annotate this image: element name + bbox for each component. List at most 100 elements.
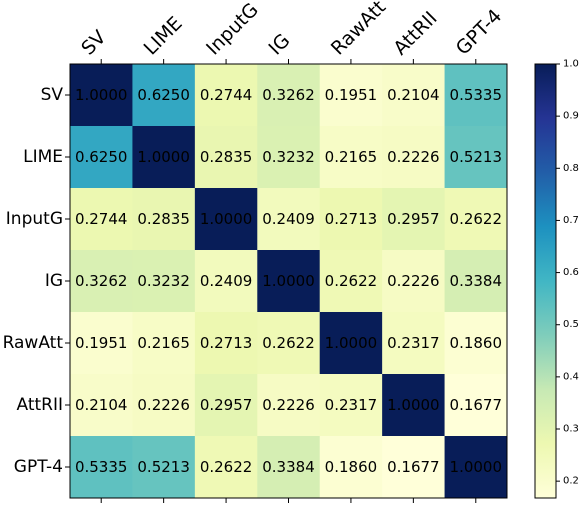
cell-value-label: 0.2226 [137,396,190,414]
y-tick-label: SV [41,85,64,105]
heatmap-cell [319,64,383,127]
cell-value-label: 0.2713 [325,210,378,228]
heatmap-cell [257,250,321,313]
cell-value-label: 0.1677 [450,396,503,414]
colorbar-tick-label: 0.7 [563,215,579,226]
cell-value-label: 0.3232 [137,272,190,290]
heatmap-cell [444,64,508,127]
colorbar-gradient [534,63,557,499]
heatmap-cell [257,64,321,127]
x-tick-label: GPT-4 [452,5,506,59]
heatmap-cell [132,188,196,251]
heatmap-cell [257,126,321,189]
heatmap-cell [70,374,133,437]
colorbar-tick-label: 0.8 [563,163,579,174]
y-tick-label: RawAtt [3,333,64,353]
y-tick-label: GPT-4 [14,457,63,477]
cell-value-label: 0.2165 [325,148,378,166]
cell-value-label: 0.2409 [200,272,253,290]
heatmap-cell [257,188,321,251]
colorbar: 0.2 0.3 0.4 0.5 0.6 0.7 0.8 0.9 1.0 [534,59,579,499]
heatmap-cell [132,312,196,375]
colorbar-tick-label: 0.9 [563,111,579,122]
cell-value-label: 0.2957 [200,396,253,414]
colorbar-tick-label: 0.2 [563,476,579,487]
x-tick-label: InputG [202,0,263,60]
heatmap-cell [194,312,258,375]
cell-value-label: 0.5213 [137,458,190,476]
cell-value-label: 1.0000 [450,458,503,476]
heatmap-cell [70,312,133,375]
y-tick-label: IG [45,271,63,291]
colorbar-tick-label: 0.6 [563,267,579,278]
cell-value-label: 0.1951 [325,86,378,104]
heatmap-cell [382,64,446,127]
cell-value-label: 0.2622 [450,210,503,228]
heatmap-cell [194,374,258,437]
x-tick-label: AttRII [389,7,441,59]
heatmap-cell [382,126,446,189]
heatmap-cell [444,374,508,437]
heatmap-cell [319,126,383,189]
heatmap-cell [194,64,258,127]
cell-value-label: 0.2317 [325,396,378,414]
cell-value-label: 0.2104 [387,86,440,104]
cell-value-label: 0.2165 [137,334,190,352]
y-tick-label: InputG [6,209,63,229]
cell-value-label: 0.6250 [75,148,128,166]
cell-value-label: 0.2317 [387,334,440,352]
heatmap-cells: 1.0000 0.6250 0.2744 0.3262 0.1951 0.2104 0.53… [70,64,508,499]
heatmap-cell [319,374,383,437]
heatmap-cell [444,188,508,251]
cell-value-label: 0.5335 [75,458,128,476]
cell-value-label: 0.2226 [262,396,315,414]
cell-value-label: 0.2835 [137,210,190,228]
cell-value-label: 0.2957 [387,210,440,228]
cell-value-label: 0.2622 [325,272,378,290]
heatmap-cell [132,436,196,499]
heatmap-cell [382,250,446,313]
cell-value-label: 1.0000 [262,272,315,290]
colorbar-tick-label: 0.4 [563,371,579,382]
cell-value-label: 0.2226 [387,148,440,166]
heatmap-cell [382,436,446,499]
heatmap-cell [319,436,383,499]
heatmap-cell [382,188,446,251]
cell-value-label: 0.3384 [450,272,503,290]
heatmap-cell [70,64,133,127]
cell-value-label: 0.1860 [325,458,378,476]
heatmap-cell [70,436,133,499]
heatmap-cell [319,188,383,251]
heatmap-cell [319,250,383,313]
cell-value-label: 0.1677 [387,458,440,476]
heatmap-cell [70,188,133,251]
x-tick-label: RawAtt [327,0,390,60]
cell-value-label: 0.2226 [387,272,440,290]
heatmap-cell [319,312,383,375]
colorbar-tick-label: 1.0 [563,59,579,70]
cell-value-label: 1.0000 [75,86,128,104]
heatmap-cell [257,312,321,375]
cell-value-label: 0.3262 [262,86,315,104]
cell-value-label: 0.1951 [75,334,128,352]
cell-value-label: 0.1860 [450,334,503,352]
heatmap-cell [444,312,508,375]
cell-value-label: 0.2104 [75,396,128,414]
cell-value-label: 0.2713 [200,334,253,352]
cell-value-label: 1.0000 [200,210,253,228]
cell-value-label: 0.2622 [200,458,253,476]
y-tick-label: AttRII [16,395,63,415]
cell-value-label: 0.2622 [262,334,315,352]
heatmap-cell [382,374,446,437]
colorbar-tick-label: 0.3 [563,424,579,435]
heatmap-cell [444,250,508,313]
cell-value-label: 1.0000 [387,396,440,414]
heatmap-cell [132,64,196,127]
cell-value-label: 0.3232 [262,148,315,166]
y-axis-ticks: SV LIME InputG IG RawAtt AttRII GPT-4 [3,85,70,477]
cell-value-label: 0.2744 [75,210,128,228]
cell-value-label: 0.3384 [262,458,315,476]
heatmap-cell [194,126,258,189]
heatmap-cell [194,250,258,313]
